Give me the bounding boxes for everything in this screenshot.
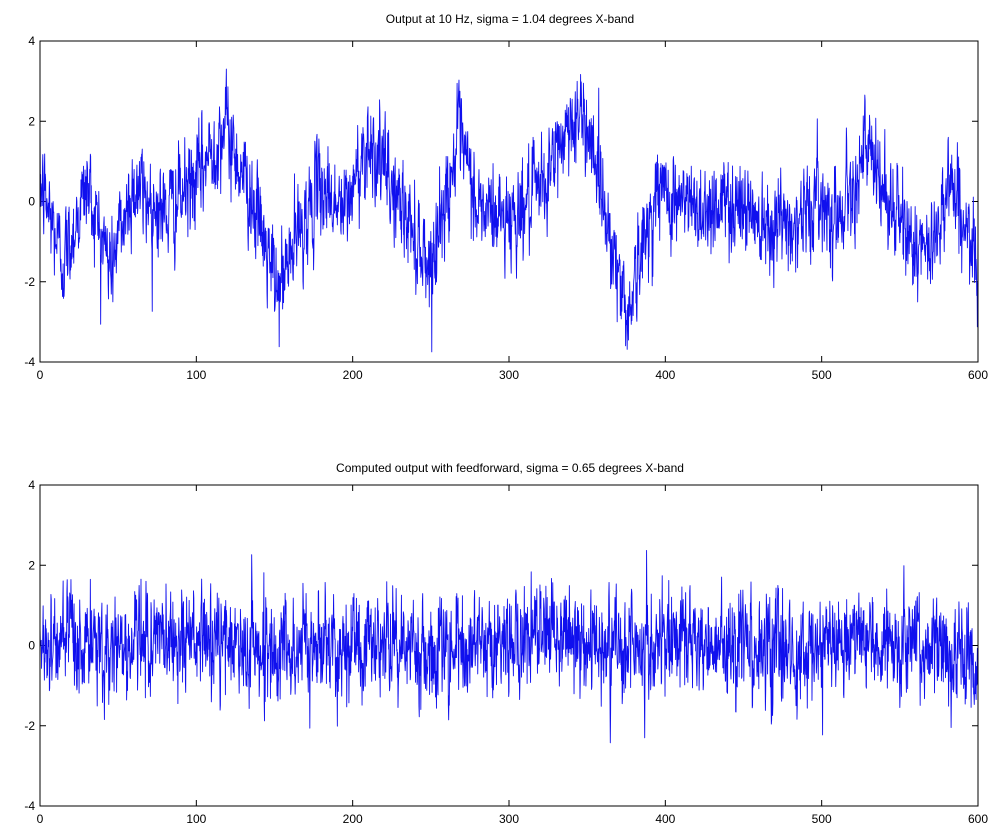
bottom-xtick-label: 100 (186, 812, 206, 826)
bottom-xtick-label: 400 (655, 812, 675, 826)
top-ytick-label: -4 (24, 355, 35, 369)
bottom-subplot-title: Computed output with feedforward, sigma … (336, 461, 684, 475)
bottom-ytick-label: 2 (28, 558, 35, 572)
bottom-subplot: Computed output with feedforward, sigma … (24, 461, 988, 826)
top-xtick-label: 600 (968, 368, 988, 382)
bottom-subplot-axes-box (39, 484, 979, 807)
top-ytick-label: 0 (28, 195, 35, 209)
bottom-xtick-label: 200 (343, 812, 363, 826)
top-ytick-label: 2 (28, 114, 35, 128)
top-ytick-label: 4 (28, 34, 35, 48)
top-series-line (39, 68, 979, 353)
top-xtick-label: 300 (499, 368, 519, 382)
bottom-ytick-label: 4 (28, 478, 35, 492)
top-subplot: Output at 10 Hz, sigma = 1.04 degrees X-… (24, 12, 988, 382)
bottom-subplot-ticks: 0 100 200 300 400 500 600 4 2 0 -2 -4 (24, 478, 988, 826)
top-xtick-label: 100 (186, 368, 206, 382)
top-xtick-label: 500 (812, 368, 832, 382)
top-subplot-axes-box (39, 40, 979, 363)
top-subplot-title: Output at 10 Hz, sigma = 1.04 degrees X-… (386, 12, 634, 26)
bottom-xtick-label: 500 (812, 812, 832, 826)
bottom-xtick-label: 0 (37, 812, 44, 826)
bottom-ytick-label: -4 (24, 799, 35, 813)
bottom-xtick-label: 600 (968, 812, 988, 826)
top-ytick-label: -2 (24, 275, 35, 289)
bottom-series-line (39, 549, 979, 744)
top-subplot-ticks: 0 100 200 300 400 500 600 4 2 0 -2 -4 (24, 34, 988, 382)
top-xtick-label: 0 (37, 368, 44, 382)
top-xtick-label: 400 (655, 368, 675, 382)
bottom-xtick-label: 300 (499, 812, 519, 826)
bottom-ytick-label: 0 (28, 639, 35, 653)
top-xtick-label: 200 (343, 368, 363, 382)
bottom-ytick-label: -2 (24, 719, 35, 733)
